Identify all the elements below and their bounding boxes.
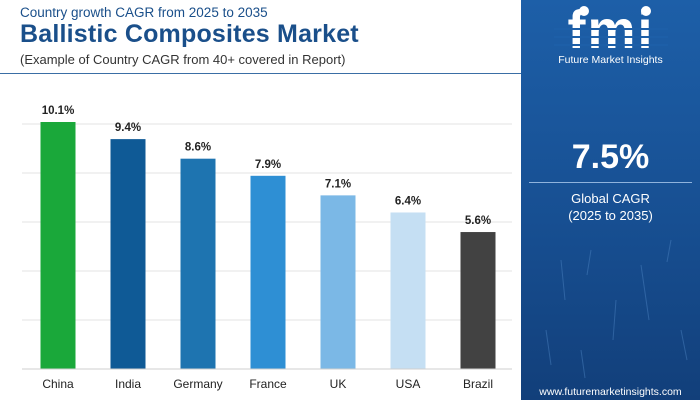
brand-panel: fmi Future Market Insights 7.5% Global C…: [521, 0, 700, 400]
cagr-divider: [529, 182, 692, 183]
panel-texture: [545, 239, 688, 379]
bar-uk: [320, 195, 356, 369]
chart-subtitle: (Example of Country CAGR from 40+ covere…: [20, 52, 346, 67]
data-label-usa: 6.4%: [395, 195, 421, 207]
x-tick-label-india: India: [115, 377, 141, 391]
kicker-text: Country growth CAGR from 2025 to 2035: [20, 5, 268, 20]
global-cagr-value: 7.5%: [571, 138, 650, 176]
data-label-uk: 7.1%: [325, 178, 351, 190]
chart-title: Ballistic Composites Market: [20, 20, 359, 48]
bar-china: [40, 122, 76, 369]
logo-name: Future Market Insights: [558, 54, 663, 66]
x-tick-label-germany: Germany: [173, 377, 222, 391]
website-url[interactable]: www.futuremarketinsights.com: [539, 386, 682, 398]
x-tick-label-china: China: [42, 377, 74, 391]
x-tick-label-brazil: Brazil: [463, 377, 493, 391]
data-label-germany: 8.6%: [185, 142, 211, 154]
x-tick-label-uk: UK: [330, 377, 347, 391]
data-label-france: 7.9%: [255, 159, 281, 171]
bar-france: [250, 175, 286, 369]
bar-germany: [180, 158, 216, 369]
chart-panel: Country growth CAGR from 2025 to 2035 Ba…: [0, 5, 521, 391]
global-cagr-label-line2: (2025 to 2035): [568, 208, 653, 223]
data-label-china: 10.1%: [42, 105, 75, 117]
global-cagr-label: Global CAGR (2025 to 2035): [521, 190, 700, 224]
bar-usa: [390, 212, 426, 369]
bar-brazil: [460, 232, 496, 369]
x-tick-label-usa: USA: [396, 377, 421, 391]
data-label-brazil: 5.6%: [465, 215, 491, 227]
data-label-india: 9.4%: [115, 122, 141, 134]
fmi-logo-icon: fmi: [553, 0, 668, 60]
fmi-logo: fmi: [521, 0, 700, 60]
bar-chart: 10.1% China 9.4% India 8.6% Germany 7.9% France…: [22, 105, 512, 391]
x-tick-label-france: France: [249, 377, 287, 391]
global-cagr-label-line1: Global CAGR: [571, 191, 650, 206]
bar-india: [110, 139, 146, 369]
header-divider: [0, 73, 521, 74]
